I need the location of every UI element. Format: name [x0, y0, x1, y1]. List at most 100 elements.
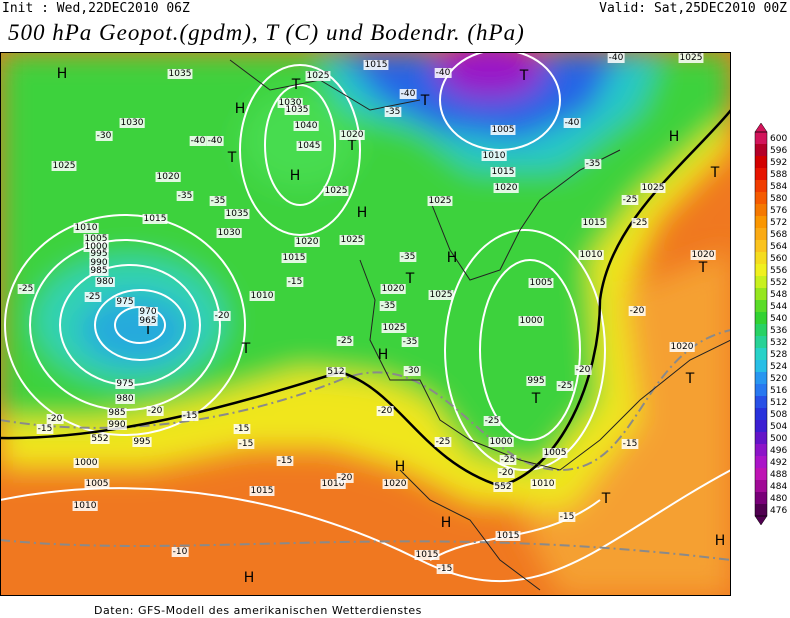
pressure-center: H [357, 205, 368, 221]
label-bg [488, 437, 514, 447]
label-bg [481, 151, 507, 161]
label-bg [621, 195, 639, 205]
colorbar-cell [755, 504, 767, 516]
label-bg [556, 381, 574, 391]
contour-label: -15 [560, 512, 575, 522]
label-bg [483, 416, 501, 426]
colorbar-label: 504 [770, 422, 787, 432]
label-bg [379, 301, 397, 311]
colorbar-cell [755, 312, 767, 324]
colorbar-label: 552 [770, 278, 787, 288]
label-bg [181, 411, 199, 421]
label-bg [499, 455, 517, 465]
contour-label: -25 [338, 336, 353, 346]
label-bg [528, 278, 554, 288]
colorbar-label: 572 [770, 218, 787, 228]
pressure-center: T [227, 150, 237, 166]
colorbar-cell [755, 420, 767, 432]
label-bg [233, 424, 251, 434]
colorbar-cell [755, 300, 767, 312]
pressure-center: H [378, 347, 389, 363]
pressure-center: T [698, 260, 708, 276]
contour-label: 1025 [642, 183, 665, 193]
contour-label: -20 [630, 306, 645, 316]
colorbar-label: 532 [770, 338, 787, 348]
contour-label: -20 [215, 311, 230, 321]
valid-time: Valid: Sat,25DEC2010 00Z [599, 1, 787, 16]
contour-label: -25 [436, 437, 451, 447]
label-bg [628, 306, 646, 316]
label-bg [490, 125, 516, 135]
label-bg [286, 277, 304, 287]
colorbar-cell [755, 384, 767, 396]
colorbar-cell [755, 252, 767, 264]
contour-label: 1010 [580, 250, 603, 260]
label-bg [276, 456, 294, 466]
contour-label: 1005 [492, 125, 515, 135]
label-bg [83, 242, 109, 252]
pressure-center: T [601, 491, 611, 507]
contour-label: -15 [38, 424, 53, 434]
colorbar-label: 512 [770, 398, 787, 408]
contour-label: 995 [527, 376, 544, 386]
contour-label: 1035 [286, 105, 309, 115]
label-bg [36, 424, 54, 434]
label-bg [607, 53, 625, 63]
contour-label: -25 [623, 195, 638, 205]
colorbar-cell [755, 492, 767, 504]
contour-label: -40 [436, 68, 451, 78]
pressure-center: H [244, 570, 255, 586]
label-bg [132, 437, 152, 447]
pressure-center: T [420, 93, 430, 109]
contour-label: -25 [558, 381, 573, 391]
contour-label: 1025 [680, 53, 703, 63]
label-bg [563, 118, 581, 128]
contour-label: -35 [401, 252, 416, 262]
label-bg [363, 60, 389, 70]
colorbar-label: 576 [770, 206, 787, 216]
contour-label: -35 [586, 159, 601, 169]
colorbar-label: 544 [770, 302, 787, 312]
colorbar-label: 484 [770, 482, 787, 492]
label-bg [339, 235, 365, 245]
label-bg [336, 336, 354, 346]
label-bg [115, 379, 135, 389]
label-bg [414, 550, 440, 560]
contour-label: -15 [288, 277, 303, 287]
contour-label: -40 [191, 136, 206, 146]
label-bg [493, 183, 519, 193]
colorbar-label: 548 [770, 290, 787, 300]
colorbar-cell [755, 228, 767, 240]
colorbar-label: 536 [770, 326, 787, 336]
label-bg [281, 253, 307, 263]
contour-label: -35 [403, 337, 418, 347]
label-bg [530, 479, 556, 489]
label-bg [46, 414, 64, 424]
label-bg [384, 107, 402, 117]
contour-label: -25 [86, 292, 101, 302]
colorbar-cell [755, 468, 767, 480]
contour-label: 1000 [520, 316, 543, 326]
contour-label: 1000 [490, 437, 513, 447]
label-bg [493, 482, 513, 492]
contour-label: 985 [108, 408, 125, 418]
contour-label: 985 [90, 266, 107, 276]
label-bg [490, 167, 516, 177]
colorbar-label: 592 [770, 158, 787, 168]
contour-label: -15 [235, 424, 250, 434]
pressure-center: T [241, 341, 251, 357]
label-bg [376, 406, 394, 416]
colorbar-label: 508 [770, 410, 787, 420]
colorbar-label: 540 [770, 314, 787, 324]
pressure-center: T [685, 371, 695, 387]
label-bg [401, 337, 419, 347]
pressure-center: T [531, 391, 541, 407]
label-bg [73, 223, 99, 233]
contour-label: 1040 [295, 121, 318, 131]
label-bg [526, 376, 546, 386]
contour-label: 995 [133, 437, 150, 447]
label-bg [399, 89, 417, 99]
contour-label: -30 [97, 131, 112, 141]
contour-label: 1015 [365, 60, 388, 70]
